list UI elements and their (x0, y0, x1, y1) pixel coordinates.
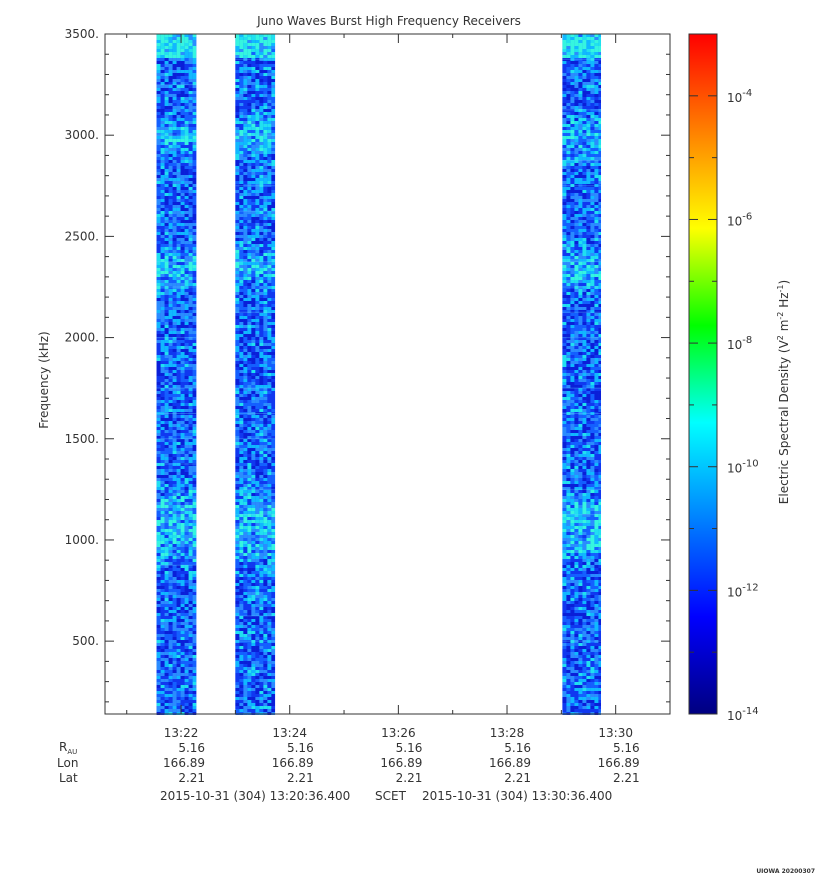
ephemeris-labels: RAU Lon Lat (57, 740, 78, 785)
ephemeris-lon-value: 166.89 (272, 756, 314, 770)
ephemeris-lon-value: 166.89 (489, 756, 531, 770)
chart-title: Juno Waves Burst High Frequency Receiver… (256, 14, 521, 28)
time-range-start: 2015-10-31 (304) 13:20:36.400 (160, 789, 350, 803)
y-tick-label: 500. (72, 634, 99, 648)
ephemeris-lat-value: 2.21 (178, 771, 205, 785)
ephemeris-lat-value: 2.21 (613, 771, 640, 785)
colorbar (688, 33, 718, 715)
colorbar-tick-label: 10-4 (727, 88, 752, 105)
y-axis: 500. 1000. 1500. 2000. 2500. 3000. 3500. (65, 27, 670, 703)
y-tick-label: 2500. (65, 229, 99, 243)
ephemeris-lat-value: 2.21 (396, 771, 423, 785)
ephemeris-lon-value: 166.89 (598, 756, 640, 770)
ephemeris-lon-value: 166.89 (163, 756, 205, 770)
ephemeris-rau-value: 5.16 (613, 741, 640, 755)
colorbar-tick-label: 10-8 (727, 335, 752, 352)
time-range-end: 2015-10-31 (304) 13:30:36.400 (422, 789, 612, 803)
colorbar-axis: 10-14 10-12 10-10 10-8 10-6 10-4 (689, 33, 759, 723)
colorbar-tick-label: 10-14 (727, 706, 759, 723)
colorbar-tick-label: 10-10 (727, 459, 759, 476)
y-axis-label: Frequency (kHz) (37, 331, 51, 428)
lat-label: Lat (59, 771, 78, 785)
ephemeris-rau-value: 5.16 (504, 741, 531, 755)
ephemeris-lon-value: 166.89 (380, 756, 422, 770)
colorbar-tick-label: 10-12 (727, 582, 759, 599)
colorbar-label: Electric Spectral Density (V2 m-2 Hz-1) (776, 280, 791, 504)
data-segment (235, 34, 276, 715)
x-axis: 13:22 13:24 13:26 13:28 13:30 (126, 34, 671, 740)
y-tick-label: 1500. (65, 432, 99, 446)
colorbar-tick-label: 10-6 (727, 211, 752, 228)
y-tick-label: 2000. (65, 331, 99, 345)
data-segment (562, 34, 602, 715)
lon-label: Lon (57, 756, 78, 770)
x-tick-label: 13:30 (598, 726, 633, 740)
credit-stamp: UIOWA 20200307 (756, 868, 815, 875)
ephemeris-lat-value: 2.21 (287, 771, 314, 785)
ephemeris-values: 5.16166.892.215.16166.892.215.16166.892.… (163, 741, 640, 785)
y-tick-label: 3000. (65, 128, 99, 142)
plot-frame (104, 33, 671, 715)
spectrogram-area (156, 34, 602, 715)
x-tick-label: 13:24 (272, 726, 307, 740)
ephemeris-rau-value: 5.16 (396, 741, 423, 755)
y-tick-label: 3500. (65, 27, 99, 41)
x-tick-label: 13:28 (490, 726, 525, 740)
x-tick-label: 13:22 (164, 726, 199, 740)
ephemeris-rau-value: 5.16 (287, 741, 314, 755)
y-tick-label: 1000. (65, 533, 99, 547)
x-tick-label: 13:26 (381, 726, 416, 740)
time-range-frame: SCET (375, 789, 407, 803)
data-segment (156, 34, 197, 715)
rau-label: RAU (59, 740, 77, 756)
ephemeris-lat-value: 2.21 (504, 771, 531, 785)
ephemeris-rau-value: 5.16 (178, 741, 205, 755)
